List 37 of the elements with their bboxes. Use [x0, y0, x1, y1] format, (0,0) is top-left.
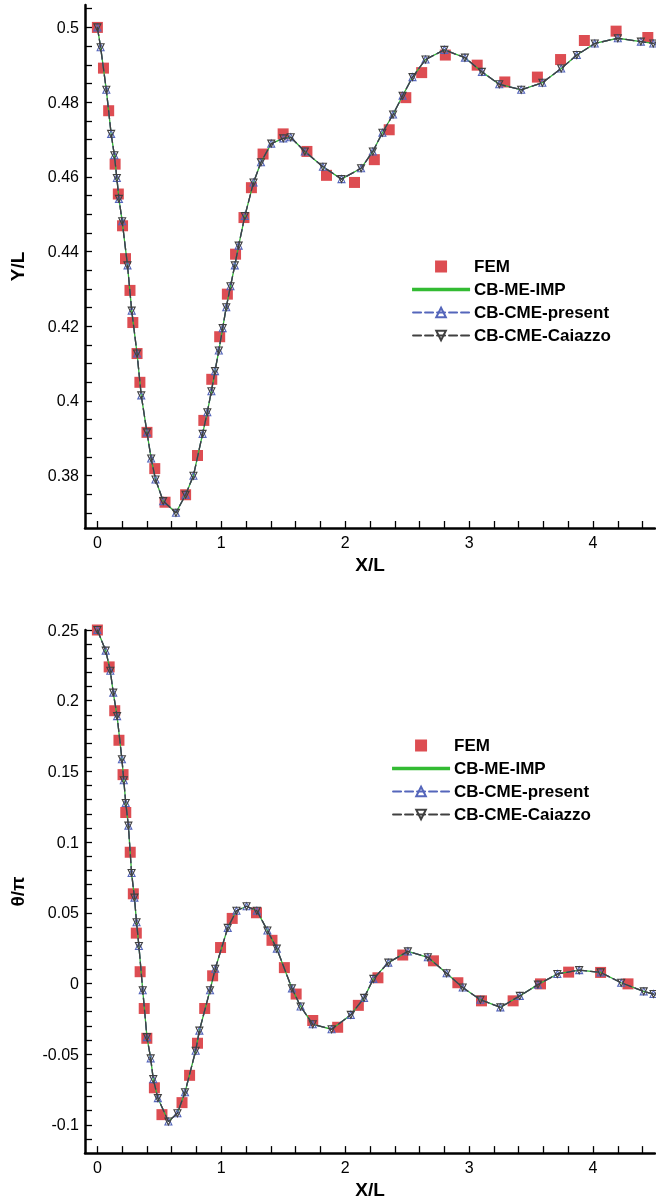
x-tick-label: 2	[340, 1158, 350, 1176]
x-tick-label: 4	[588, 533, 598, 551]
y-tick-label: 0.25	[47, 621, 80, 639]
legend-label: CB-CME-present	[454, 782, 590, 801]
y-tick-label: 0.48	[47, 93, 80, 111]
x-tick-label: 1	[216, 533, 226, 551]
y-tick-label: -0.05	[42, 1045, 80, 1063]
y-tick-label: 0.05	[47, 904, 80, 922]
x-tick-label: 3	[464, 533, 474, 551]
legend-label: CB-CME-Caiazzo	[454, 805, 592, 824]
y-tick-label: 0.15	[47, 762, 80, 780]
x-tick-label: 1	[216, 1158, 226, 1176]
x-tick-label: 0	[92, 533, 102, 551]
x-axis-title: X/L	[355, 553, 386, 575]
y-tick-label: 0.46	[47, 168, 80, 186]
y-axis-title: θ/π	[7, 876, 28, 907]
y-axis-title: Y/L	[7, 251, 28, 282]
y-tick-label: 0.5	[56, 18, 80, 36]
x-axis-title: X/L	[355, 1179, 386, 1200]
x-tick-label: 4	[588, 1158, 598, 1176]
legend-label: CB-CME-present	[474, 303, 610, 322]
y-tick-label: 0.42	[47, 317, 80, 335]
legend-label: FEM	[474, 257, 510, 276]
legend-label: CB-ME-IMP	[474, 280, 566, 299]
y-tick-label: 0.44	[47, 243, 80, 261]
x-tick-label: 2	[340, 533, 350, 551]
y-tick-label: 0.38	[47, 467, 80, 485]
y-tick-label: 0.1	[56, 833, 80, 851]
x-tick-label: 3	[464, 1158, 474, 1176]
legend-label: CB-CME-Caiazzo	[474, 326, 612, 345]
y-tick-label: 0	[70, 974, 80, 992]
legend-label: CB-ME-IMP	[454, 759, 546, 778]
y-tick-label: -0.1	[51, 1116, 80, 1134]
x-tick-label: 0	[92, 1158, 102, 1176]
legend-label: FEM	[454, 736, 490, 755]
y-tick-label: 0.4	[56, 392, 80, 410]
y-tick-label: 0.2	[56, 692, 80, 710]
